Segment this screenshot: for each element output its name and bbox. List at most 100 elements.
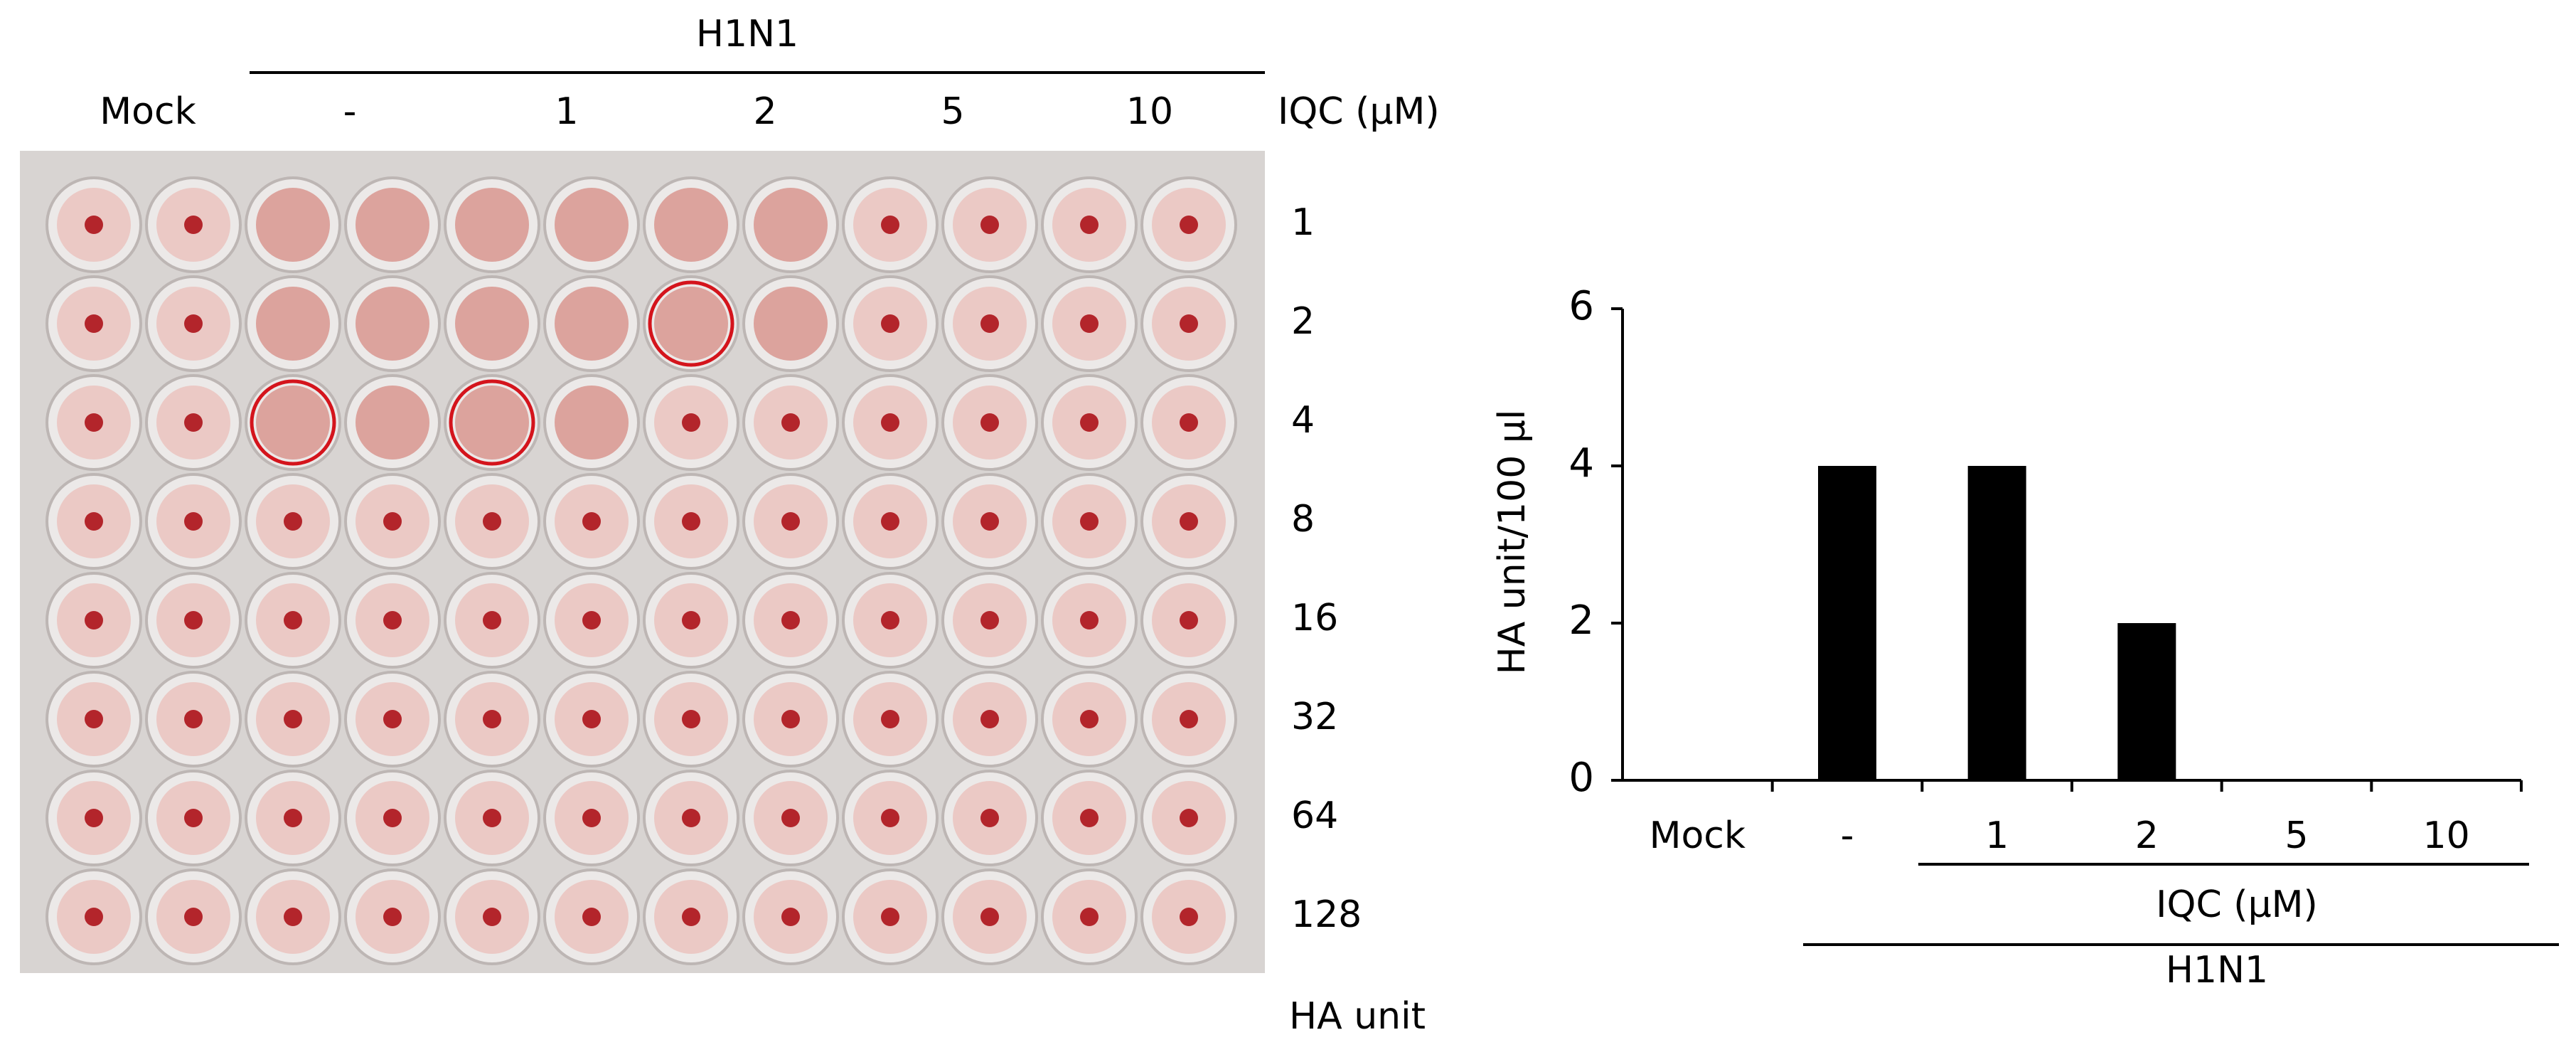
rbc-button [284,611,302,630]
rbc-button [1080,512,1099,531]
rbc-button [781,413,800,432]
highlight [648,280,734,367]
rbc-button [383,809,402,827]
row-label: 1 [1291,201,1315,244]
x-tick-label: Mock [1650,814,1746,857]
x-tick-label: 5 [2284,814,2308,857]
rbc-button [582,908,601,926]
rbc-button [85,908,103,926]
bar [1967,466,2026,780]
rbc-button [1080,710,1099,728]
group-label: IQC (μM) [2156,883,2318,926]
rbc-button [980,809,999,827]
highlight [250,379,336,466]
rbc-button [582,512,601,531]
rbc-button [881,809,899,827]
rbc-button [483,809,501,827]
rbc-button [483,710,501,728]
row-label: 2 [1291,300,1315,343]
y-tick-label: 6 [1568,283,1594,329]
rbc-button [1180,512,1198,531]
well [455,287,529,361]
row-label: 32 [1291,696,1338,738]
row-label: 64 [1291,795,1338,837]
group-label: H1N1 [2166,949,2268,992]
well [555,287,629,361]
rbc-button [582,710,601,728]
rbc-button [184,710,203,728]
rbc-button [383,908,402,926]
y-tick-label: 0 [1568,755,1594,801]
rbc-button [881,413,899,432]
row-label: 128 [1291,893,1362,936]
rbc-button [383,710,402,728]
rbc-button [980,314,999,333]
well [654,287,728,361]
rbc-button [881,908,899,926]
rbc-button [184,413,203,432]
rbc-button [1180,710,1198,728]
well [455,188,529,262]
rbc-button [980,908,999,926]
column-label: 2 [753,90,776,133]
rbc-button [85,314,103,333]
well [356,188,429,262]
rbc-button [881,611,899,630]
column-label: - [343,90,357,133]
plate-row-unit: HA unit [1289,995,1426,1038]
rbc-button [85,216,103,234]
well [256,287,330,361]
rbc-button [781,512,800,531]
rbc-button [184,611,203,630]
rbc-button [881,710,899,728]
rbc-button [284,809,302,827]
rbc-button [184,216,203,234]
rbc-button [682,512,700,531]
rbc-button [483,611,501,630]
row-label: 4 [1291,399,1315,442]
rbc-button [1080,413,1099,432]
column-label: 10 [1126,90,1173,133]
rbc-button [383,512,402,531]
rbc-button [184,512,203,531]
rbc-button [85,413,103,432]
rbc-button [184,314,203,333]
rbc-button [582,611,601,630]
well [555,188,629,262]
rbc-button [483,512,501,531]
rbc-button [184,809,203,827]
rbc-button [781,908,800,926]
rbc-button [682,413,700,432]
rbc-button [980,710,999,728]
rbc-button [383,611,402,630]
rbc-button [682,908,700,926]
x-tick-label: 10 [2423,814,2470,857]
rbc-button [85,710,103,728]
rbc-button [881,314,899,333]
rbc-button [980,512,999,531]
rbc-button [980,216,999,234]
rbc-button [1080,314,1099,333]
rbc-button [881,216,899,234]
rbc-button [284,908,302,926]
well [555,386,629,460]
rbc-button [781,611,800,630]
well [256,188,330,262]
highlight [449,379,535,466]
x-tick-label: - [1841,814,1854,857]
row-label: 8 [1291,498,1315,541]
x-tick-label: 2 [2135,814,2159,857]
well [356,386,429,460]
rbc-button [1180,314,1198,333]
column-label: 1 [555,90,578,133]
x-tick-label: 1 [1985,814,2009,857]
rbc-button [184,908,203,926]
rbc-button [781,809,800,827]
well [256,386,330,460]
rbc-button [483,908,501,926]
rbc-button [284,512,302,531]
well [356,287,429,361]
bar [2117,623,2176,780]
